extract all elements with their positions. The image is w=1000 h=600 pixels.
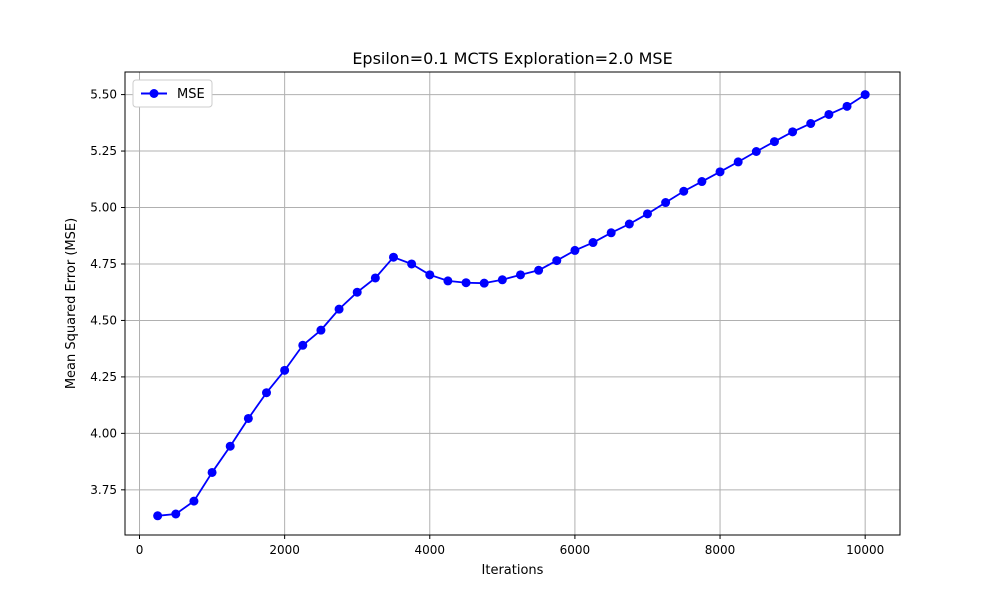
data-point [715,167,725,177]
data-point [769,137,779,147]
x-axis-label: Iterations [482,563,544,578]
data-point [388,252,398,262]
data-point [751,147,761,157]
data-point [642,209,652,219]
x-tick-label: 0 [136,543,144,557]
x-axis-ticks: 0 2000 4000 6000 8000 10000 [136,535,884,557]
y-tick-label: 5.50 [90,88,117,102]
data-point [461,278,471,288]
legend-label: MSE [177,87,205,102]
chart-title: Epsilon=0.1 MCTS Exploration=2.0 MSE [352,49,672,68]
data-point [171,509,181,519]
data-point [153,511,163,521]
legend: MSE [132,79,213,108]
data-point [534,265,544,275]
data-point [370,273,380,283]
data-point [352,287,362,297]
data-point [407,259,417,269]
data-point [189,496,199,506]
data-point [497,275,507,285]
y-tick-label: 3.75 [90,483,117,497]
data-point [824,109,834,119]
data-point [661,198,671,208]
data-point [207,467,217,477]
y-axis-label: Mean Squared Error (MSE) [64,218,79,389]
data-point [243,413,253,423]
x-tick-label: 10000 [846,543,884,557]
data-point [624,219,634,229]
y-tick-label: 4.50 [90,313,117,327]
grid [125,72,900,535]
data-point [552,256,562,266]
data-point [697,177,707,187]
x-tick-label: 8000 [705,543,736,557]
x-tick-label: 4000 [415,543,446,557]
series-line-mse [157,93,866,517]
data-point [842,101,852,111]
data-point [298,340,308,350]
legend-box [132,79,213,108]
data-point [860,90,870,100]
data-point [262,388,272,398]
y-tick-label: 5.00 [90,201,117,215]
y-tick-label: 4.75 [90,257,117,271]
data-point [679,186,689,196]
data-point [316,325,326,335]
y-axis-ticks: 3.75 4.00 4.25 4.50 4.75 5.00 5.25 5.50 [90,88,125,497]
data-point [588,238,598,248]
y-tick-label: 4.00 [90,426,117,440]
series-layer [153,90,870,521]
plot-frame [124,71,901,536]
data-point [515,270,525,280]
y-tick-label: 5.25 [90,144,117,158]
data-point [443,276,453,286]
data-point [788,127,798,137]
data-point [570,245,580,255]
data-point [334,304,344,314]
x-tick-label: 2000 [269,543,300,557]
data-point [479,278,489,288]
y-tick-label: 4.25 [90,370,117,384]
data-point [225,441,235,451]
x-tick-label: 6000 [560,543,591,557]
data-point [806,118,816,128]
data-point [606,228,616,238]
data-point [280,365,290,375]
legend-marker-swatch [149,89,159,98]
data-point [733,157,743,167]
data-point [425,270,435,280]
